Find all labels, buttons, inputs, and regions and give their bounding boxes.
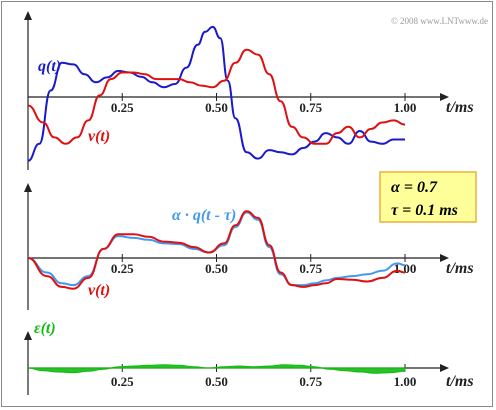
- bottom-tick-group: 0.25 0.50 0.75 1.00: [111, 364, 417, 389]
- tau-value: τ = 0.1 ms: [391, 202, 458, 219]
- series-line-0-0: [27, 25, 405, 162]
- middle-series-group: [27, 210, 406, 290]
- alpha-value: α = 0.7: [391, 179, 438, 196]
- x-tick-label: 0.25: [111, 261, 134, 276]
- x-tick-label: 0.75: [299, 374, 322, 389]
- x-tick-label: 0.50: [205, 374, 228, 389]
- middle-y-axis-arrow: [24, 183, 32, 192]
- x-tick-label: 1.00: [394, 261, 417, 276]
- top-tick-group: 0.25 0.50 0.75 1.00: [111, 93, 417, 115]
- parameter-box: α = 0.7 τ = 0.1 ms: [379, 171, 477, 223]
- top-x-unit: t/ms: [446, 99, 474, 116]
- x-tick-label: 0.75: [299, 100, 322, 115]
- label-v-middle: v(t): [88, 282, 110, 299]
- series-line-0-1: [27, 48, 406, 145]
- label-error: ε(t): [34, 320, 56, 337]
- bottom-series-group: [27, 364, 406, 374]
- top-x-axis-arrow: [440, 93, 449, 101]
- series-line-2-0: [27, 364, 406, 374]
- x-tick-label: 0.75: [299, 261, 322, 276]
- middle-panel: t/ms 0.25 0.50 0.75 1.00 α · q(t - τ) v(t) …: [24, 171, 477, 310]
- parameter-box-frame: [379, 171, 477, 223]
- label-v-top: v(t): [88, 128, 110, 145]
- top-panel: t/ms 0.25 0.50 0.75 1.00 q(t) v(t): [24, 11, 474, 170]
- top-y-axis-arrow: [24, 11, 32, 20]
- bottom-x-axis-arrow: [440, 364, 449, 372]
- bottom-y-axis-arrow: [24, 331, 32, 340]
- top-series-group: [27, 25, 406, 162]
- x-tick-label: 1.00: [394, 374, 417, 389]
- middle-x-axis-arrow: [440, 254, 449, 262]
- x-tick-label: 0.25: [111, 100, 134, 115]
- bottom-x-unit: t/ms: [446, 373, 474, 390]
- bottom-panel: t/ms 0.25 0.50 0.75 1.00 ε(t): [24, 320, 474, 395]
- x-tick-label: 0.25: [111, 374, 134, 389]
- middle-tick-group: 0.25 0.50 0.75 1.00: [111, 254, 417, 276]
- middle-x-unit: t/ms: [446, 260, 474, 277]
- series-line-1-1: [27, 210, 406, 290]
- x-tick-label: 1.00: [394, 100, 417, 115]
- copyright-note: © 2008 www.LNTwww.de: [391, 16, 488, 26]
- label-q: q(t): [38, 58, 61, 75]
- label-shifted: α · q(t - τ): [172, 207, 236, 224]
- x-tick-label: 0.50: [205, 100, 228, 115]
- x-tick-label: 0.50: [205, 261, 228, 276]
